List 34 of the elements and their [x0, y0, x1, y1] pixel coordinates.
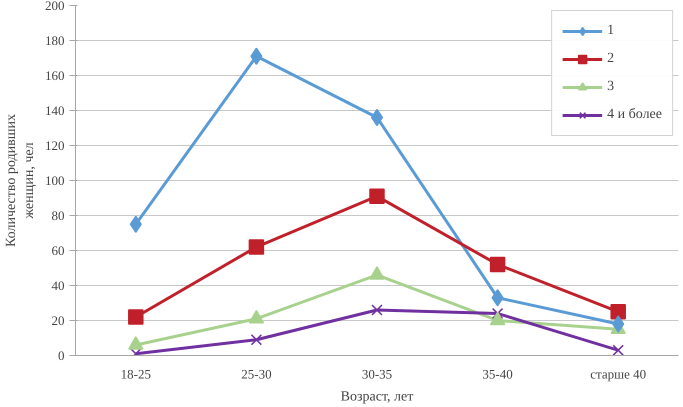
point	[610, 304, 626, 320]
legend-label: 3	[607, 79, 616, 95]
y-tick-label: 120	[45, 138, 64, 153]
y-tick-label: 160	[45, 68, 64, 83]
point	[248, 239, 264, 255]
y-tick-label: 0	[58, 348, 64, 363]
point	[128, 309, 144, 325]
y-tick-label: 80	[52, 208, 64, 223]
y-tick-label: 40	[52, 278, 64, 293]
x-tick-label: 30-35	[362, 366, 392, 382]
point	[492, 289, 504, 306]
y-tick-label: 180	[45, 33, 64, 48]
y-tick-label: 200	[45, 0, 64, 13]
x-tick-label: 35-40	[482, 366, 513, 382]
point	[371, 304, 383, 316]
y-tick-label: 60	[52, 243, 64, 258]
x-tick-label: старше 40	[590, 366, 646, 382]
x-tick-label: 25-30	[241, 366, 272, 382]
y-tick-label: 100	[45, 173, 64, 188]
y-tick-label: 140	[45, 103, 64, 118]
y-tick-label: 20	[52, 313, 64, 328]
legend-label: 1	[607, 23, 616, 39]
x-tick-label: 18-25	[120, 366, 151, 382]
point	[130, 216, 142, 233]
point	[369, 188, 385, 204]
x-axis-title: Возраст, лет	[340, 390, 414, 404]
point	[250, 334, 262, 346]
legend-label: 4 и более	[607, 107, 662, 123]
point	[490, 256, 506, 272]
point	[250, 48, 262, 65]
point	[370, 108, 384, 126]
legend-label: 2	[607, 51, 616, 67]
y-axis-title: Количество родивших женщин, чел	[4, 114, 37, 247]
point	[612, 344, 624, 356]
